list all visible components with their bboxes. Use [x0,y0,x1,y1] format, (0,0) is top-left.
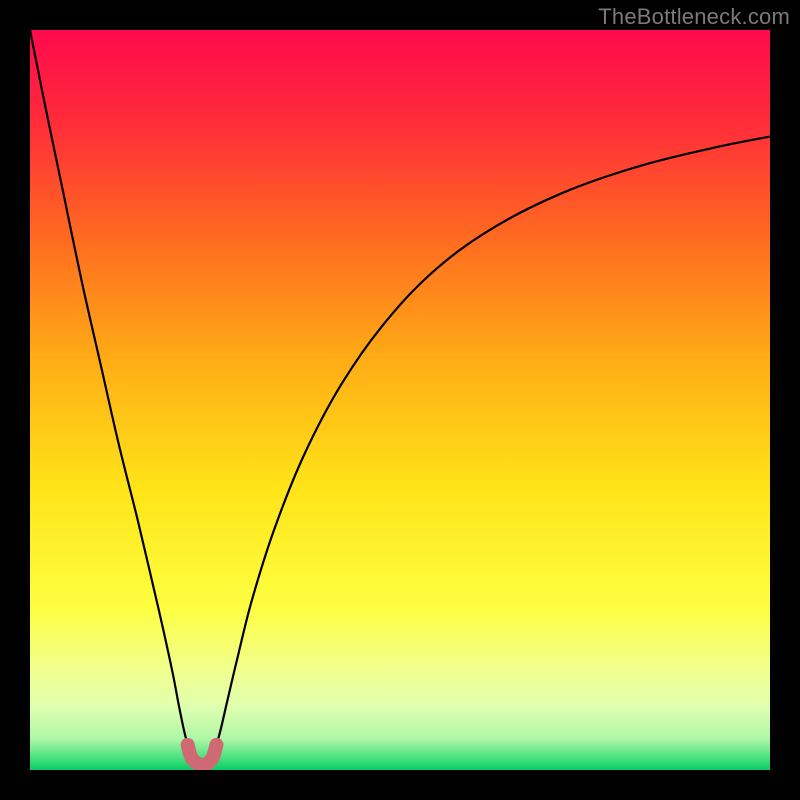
watermark-text: TheBottleneck.com [598,4,790,30]
chart-plot-area [30,30,770,770]
chart-background [30,30,770,770]
chart-svg [30,30,770,770]
